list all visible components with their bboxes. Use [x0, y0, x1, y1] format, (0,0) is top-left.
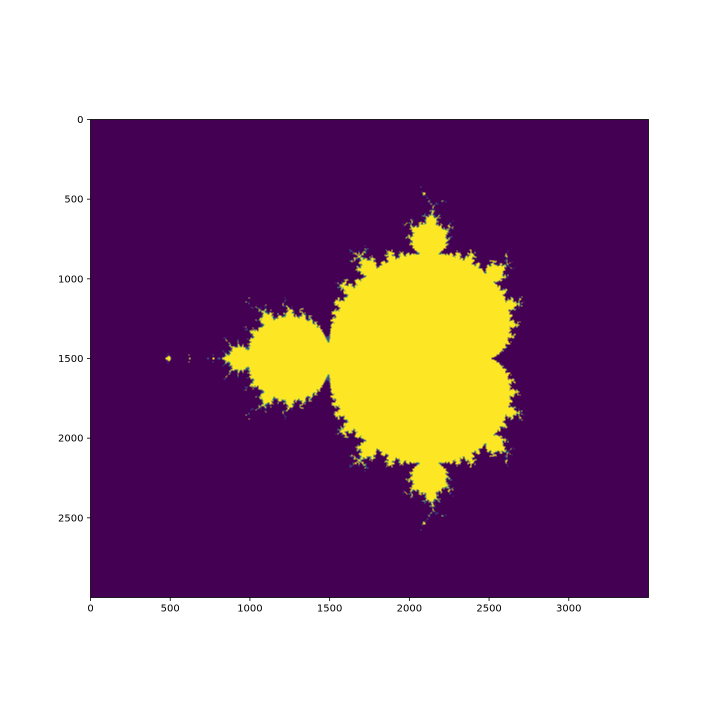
- x-tick-label: 500: [161, 604, 180, 615]
- y-tick-label: 1000: [58, 274, 83, 285]
- x-axis: 0 500 1000 1500 2000 2500 3000: [87, 597, 582, 615]
- x-tick-label: 1000: [237, 604, 262, 615]
- y-axis: 0 500 1000 1500 2000 2500: [58, 115, 91, 524]
- y-tick-label: 2000: [58, 434, 83, 445]
- heatmap-image: [90, 119, 649, 598]
- x-tick-label: 2000: [397, 604, 422, 615]
- y-tick-label: 1500: [58, 354, 83, 365]
- x-tick-label: 1500: [317, 604, 342, 615]
- y-tick-label: 0: [77, 115, 83, 126]
- x-tick-label: 2500: [476, 604, 501, 615]
- x-tick-label: 0: [87, 604, 93, 615]
- plot-area: [90, 119, 649, 598]
- y-tick-label: 2500: [58, 513, 83, 524]
- y-tick-label: 500: [64, 195, 83, 206]
- x-tick-label: 3000: [556, 604, 581, 615]
